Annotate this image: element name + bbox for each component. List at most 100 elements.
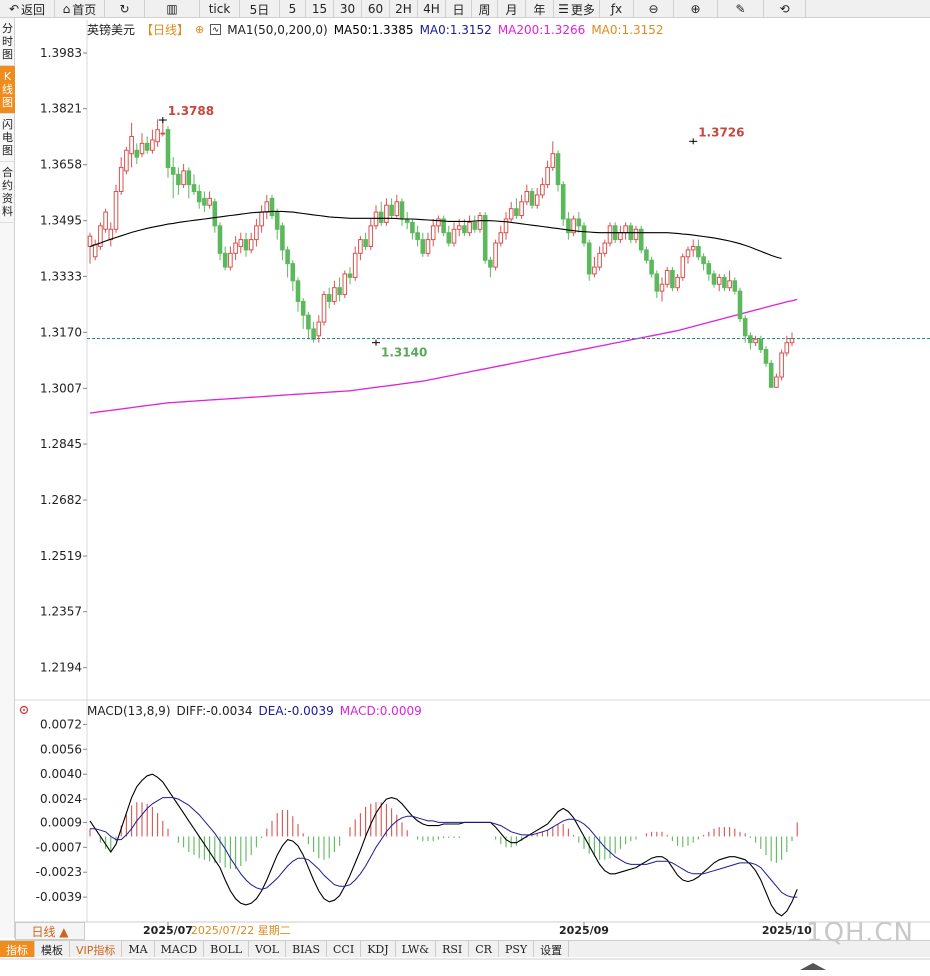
chart-canvas[interactable]: 1.3983 1.3821 1.3658 1.3495 1.3333 1.3170 1.30… [0,0,930,940]
y-tick-label: 1.3007 [40,381,82,395]
candle-body [581,225,587,244]
y-tick-label: 1.3983 [40,46,82,60]
indicator-tab-4[interactable]: MACD [155,941,205,958]
toolbar-item-19[interactable]: ⊕ [674,0,718,18]
candle-body [488,259,493,268]
side-tab-3[interactable]: 合约资料 [0,162,15,223]
y-tick-label: 1.3821 [40,102,82,116]
settings-icon[interactable]: ⊕ [195,23,205,36]
toolbar-item-label: 返回 [21,2,46,17]
side-tab-2[interactable]: 闪电图 [0,114,15,162]
candle-body [482,215,488,261]
toolbar-item-0[interactable]: ↶ 返回 [0,0,55,18]
toolbar-item-17[interactable]: ƒx [600,0,634,18]
candle-body [217,225,223,254]
candle-body [675,276,680,289]
toolbar-item-1[interactable]: ⌂ 首页 [55,0,105,18]
watermark: 1QH.CN [806,918,914,948]
candle-body [467,221,472,234]
toolbar-item-label: 更多 [570,2,595,17]
candle-body [326,294,332,302]
toolbar-item-21[interactable]: ⟲ [764,0,806,18]
toolbar-item-10[interactable]: 2H [390,0,418,18]
candle-body [519,201,524,217]
menu-icon: ☰ [558,2,569,16]
indicator-tab-3[interactable]: MA [122,941,155,958]
macd-info-bar: MACD(13,8,9) DIFF:-0.0034 DEA:-0.0039 MA… [87,704,422,718]
toolbar-item-5[interactable]: 5日 [240,0,280,18]
toolbar-item-12[interactable]: 日 [446,0,472,18]
toolbar-item-11[interactable]: 4H [418,0,446,18]
toolbar-item-8[interactable]: 30 [334,0,362,18]
candle-body [238,239,244,247]
ma200-label: MA200:1.3266 [497,22,586,37]
candle-body [742,318,748,337]
indicator-tab-1[interactable]: 模板 [35,941,70,958]
toolbar: ↶ 返回 ⌂ 首页 ↻ ▥ tick 5日 5 15 30 60 2H 4H 日周月年 ☰ 更多 ƒx ⊖ ⊕ ✎ ⟲ [0,0,930,18]
indicator-tab-8[interactable]: CCI [327,941,362,958]
indicator-tab-7[interactable]: BIAS [286,941,327,958]
candle-body [659,283,665,292]
toolbar-item-4[interactable]: tick [200,0,240,18]
fx-icon: ƒx [610,2,623,16]
candle-body [425,239,431,254]
indicator-tab-12[interactable]: CR [469,941,499,958]
period-tab[interactable]: 日线 ▲ [15,922,85,940]
ma0-label-2: MA0:1.3152 [591,22,664,37]
toolbar-item-label: 5日 [249,2,270,17]
candle-body [451,228,457,244]
toolbar-item-7[interactable]: 15 [306,0,334,18]
candle-body [150,139,155,151]
toolbar-item-18[interactable]: ⊖ [634,0,674,18]
indicator-tab-0[interactable]: 指标 [0,941,35,958]
candle-body [529,190,535,206]
candle-body [498,232,504,244]
candle-body [508,208,514,220]
period-label[interactable]: 【日线】 [141,23,190,37]
candle-body [92,244,98,258]
toolbar-item-2[interactable]: ↻ [105,0,145,18]
candle-body [399,201,405,220]
indicator-tab-5[interactable]: BOLL [204,941,249,958]
toolbar-item-13[interactable]: 周 [472,0,498,18]
candle-body [727,280,732,289]
toolbar-item-6[interactable]: 5 [280,0,306,18]
macd-y-tick-label: -0.0039 [36,890,82,904]
candle-body [680,256,686,278]
ma1-label: MA1(50,0,200,0) [227,22,328,37]
candle-body [456,225,462,230]
toolbar-item-label: 2H [395,2,412,16]
candle-body [633,228,639,241]
indicator-tab-9[interactable]: KDJ [361,941,396,958]
toolbar-item-9[interactable]: 60 [362,0,390,18]
candle-body [732,280,738,292]
indicator-tab-13[interactable]: PSY [499,941,535,958]
macd-y-tick-label: 0.0056 [40,742,82,756]
candle-body [300,300,306,316]
candle-body [534,194,540,206]
toolbar-item-16[interactable]: ☰ 更多 [554,0,600,18]
indicator-tab-6[interactable]: VOL [249,941,287,958]
candle-body [155,129,160,143]
toolbar-item-14[interactable]: 月 [498,0,526,18]
candle-body [87,235,93,247]
toolbar-item-15[interactable]: 年 [526,0,554,18]
indicator-tab-10[interactable]: LW& [396,941,437,958]
candle-body [576,218,582,227]
toolbar-item-20[interactable]: ✎ [718,0,764,18]
candle-body [347,273,353,278]
macd-y-tick-label: -0.0007 [36,840,82,854]
indicator-tab-11[interactable]: RSI [436,941,470,958]
indicator-tab-2[interactable]: VIP指标 [70,941,123,958]
scroll-handle-icon[interactable] [800,963,826,970]
side-tab-0[interactable]: 分时图 [0,18,15,66]
toolbar-item-3[interactable]: ▥ [145,0,200,18]
ma200-line [89,298,798,414]
candle-body [586,242,592,275]
candle-body [389,204,394,217]
candle-body [290,263,296,282]
indicator-tab-14[interactable]: 设置 [534,941,570,958]
candle-body [644,249,649,261]
